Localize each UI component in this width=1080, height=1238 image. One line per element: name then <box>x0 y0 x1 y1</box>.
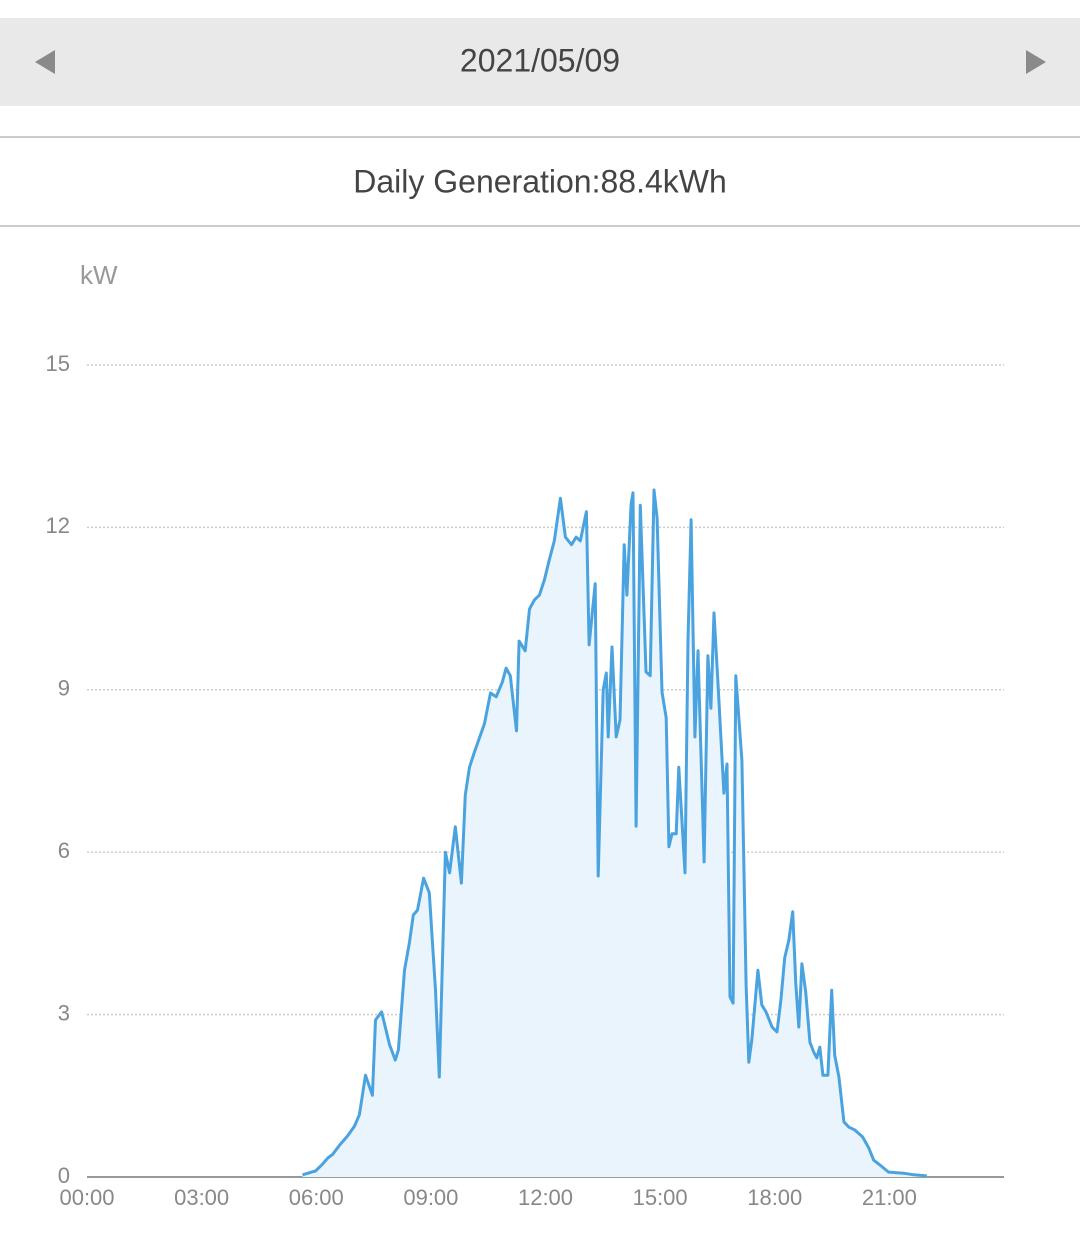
y-axis-label: kW <box>80 260 118 290</box>
area-fill <box>302 490 927 1177</box>
date: 2021/05/09 <box>460 42 620 78</box>
x-tick-label: 09:00 <box>403 1185 458 1210</box>
prev-day-arrow[interactable] <box>35 50 55 74</box>
y-tick-label: 3 <box>58 1000 70 1025</box>
x-tick-label: 06:00 <box>289 1185 344 1210</box>
y-tick-label: 6 <box>58 838 70 863</box>
y-tick-label: 15 <box>46 351 70 376</box>
x-tick-label: 18:00 <box>747 1185 802 1210</box>
x-tick-label: 21:00 <box>862 1185 917 1210</box>
y-tick-label: 9 <box>58 676 70 701</box>
y-tick-label: 0 <box>58 1163 70 1188</box>
x-tick-label: 00:00 <box>59 1185 114 1210</box>
x-tick-label: 03:00 <box>174 1185 229 1210</box>
next-day-arrow[interactable] <box>1026 50 1046 74</box>
x-tick-label: 12:00 <box>518 1185 573 1210</box>
date-bar <box>0 18 1080 106</box>
line <box>302 488 927 1178</box>
y-tick-label: 12 <box>46 513 70 538</box>
daily-generation: Daily Generation:88.4kWh <box>353 163 727 199</box>
x-tick-label: 15:00 <box>633 1185 688 1210</box>
